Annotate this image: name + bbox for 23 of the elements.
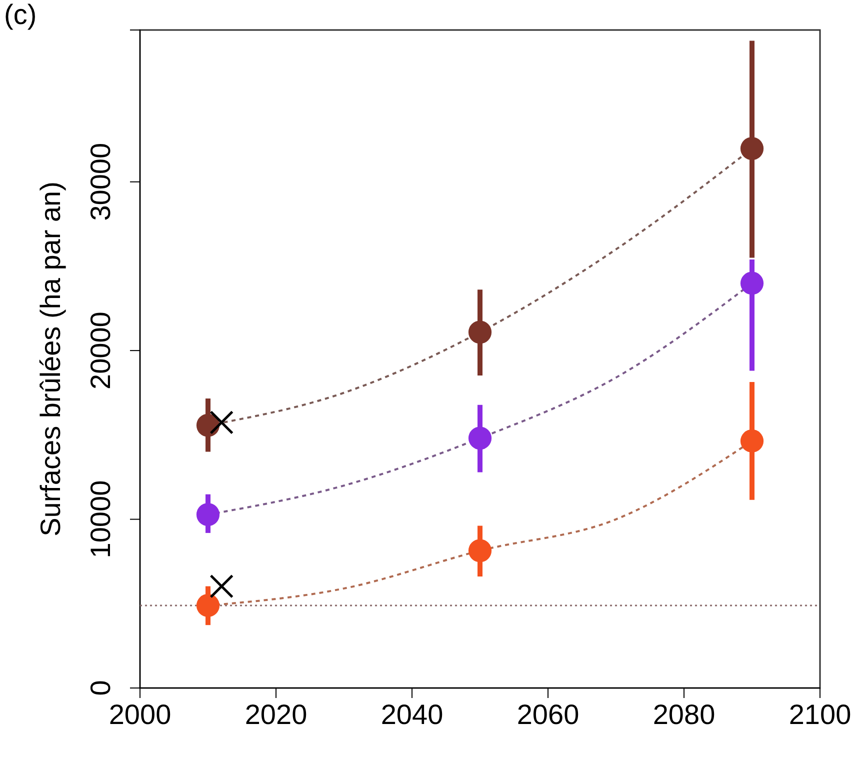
x-tick-label: 2000: [108, 698, 172, 730]
point: [468, 320, 492, 344]
x-tick-label: 2080: [652, 698, 716, 730]
y-tick-label: 20000: [85, 312, 116, 390]
x-tick-label: 2040: [380, 698, 444, 730]
point: [196, 414, 220, 437]
chart-title: (c): [4, 0, 37, 30]
point: [210, 410, 234, 434]
y-tick-label: 10000: [85, 480, 116, 558]
point: [740, 429, 764, 453]
y-tick-label: 0: [85, 680, 116, 696]
point: [196, 503, 220, 526]
point: [468, 539, 492, 562]
point: [468, 426, 492, 450]
x-tick-label: 2060: [516, 698, 580, 730]
x-tick-label: 2020: [244, 698, 308, 730]
y-axis-title: Surfaces brûlées (ha par an): [35, 182, 66, 536]
y-tick-label: 30000: [85, 142, 116, 221]
x-tick-label: 2100: [788, 698, 852, 730]
point: [740, 272, 764, 295]
point: [210, 574, 234, 598]
point: [740, 137, 764, 160]
point: [196, 594, 220, 618]
